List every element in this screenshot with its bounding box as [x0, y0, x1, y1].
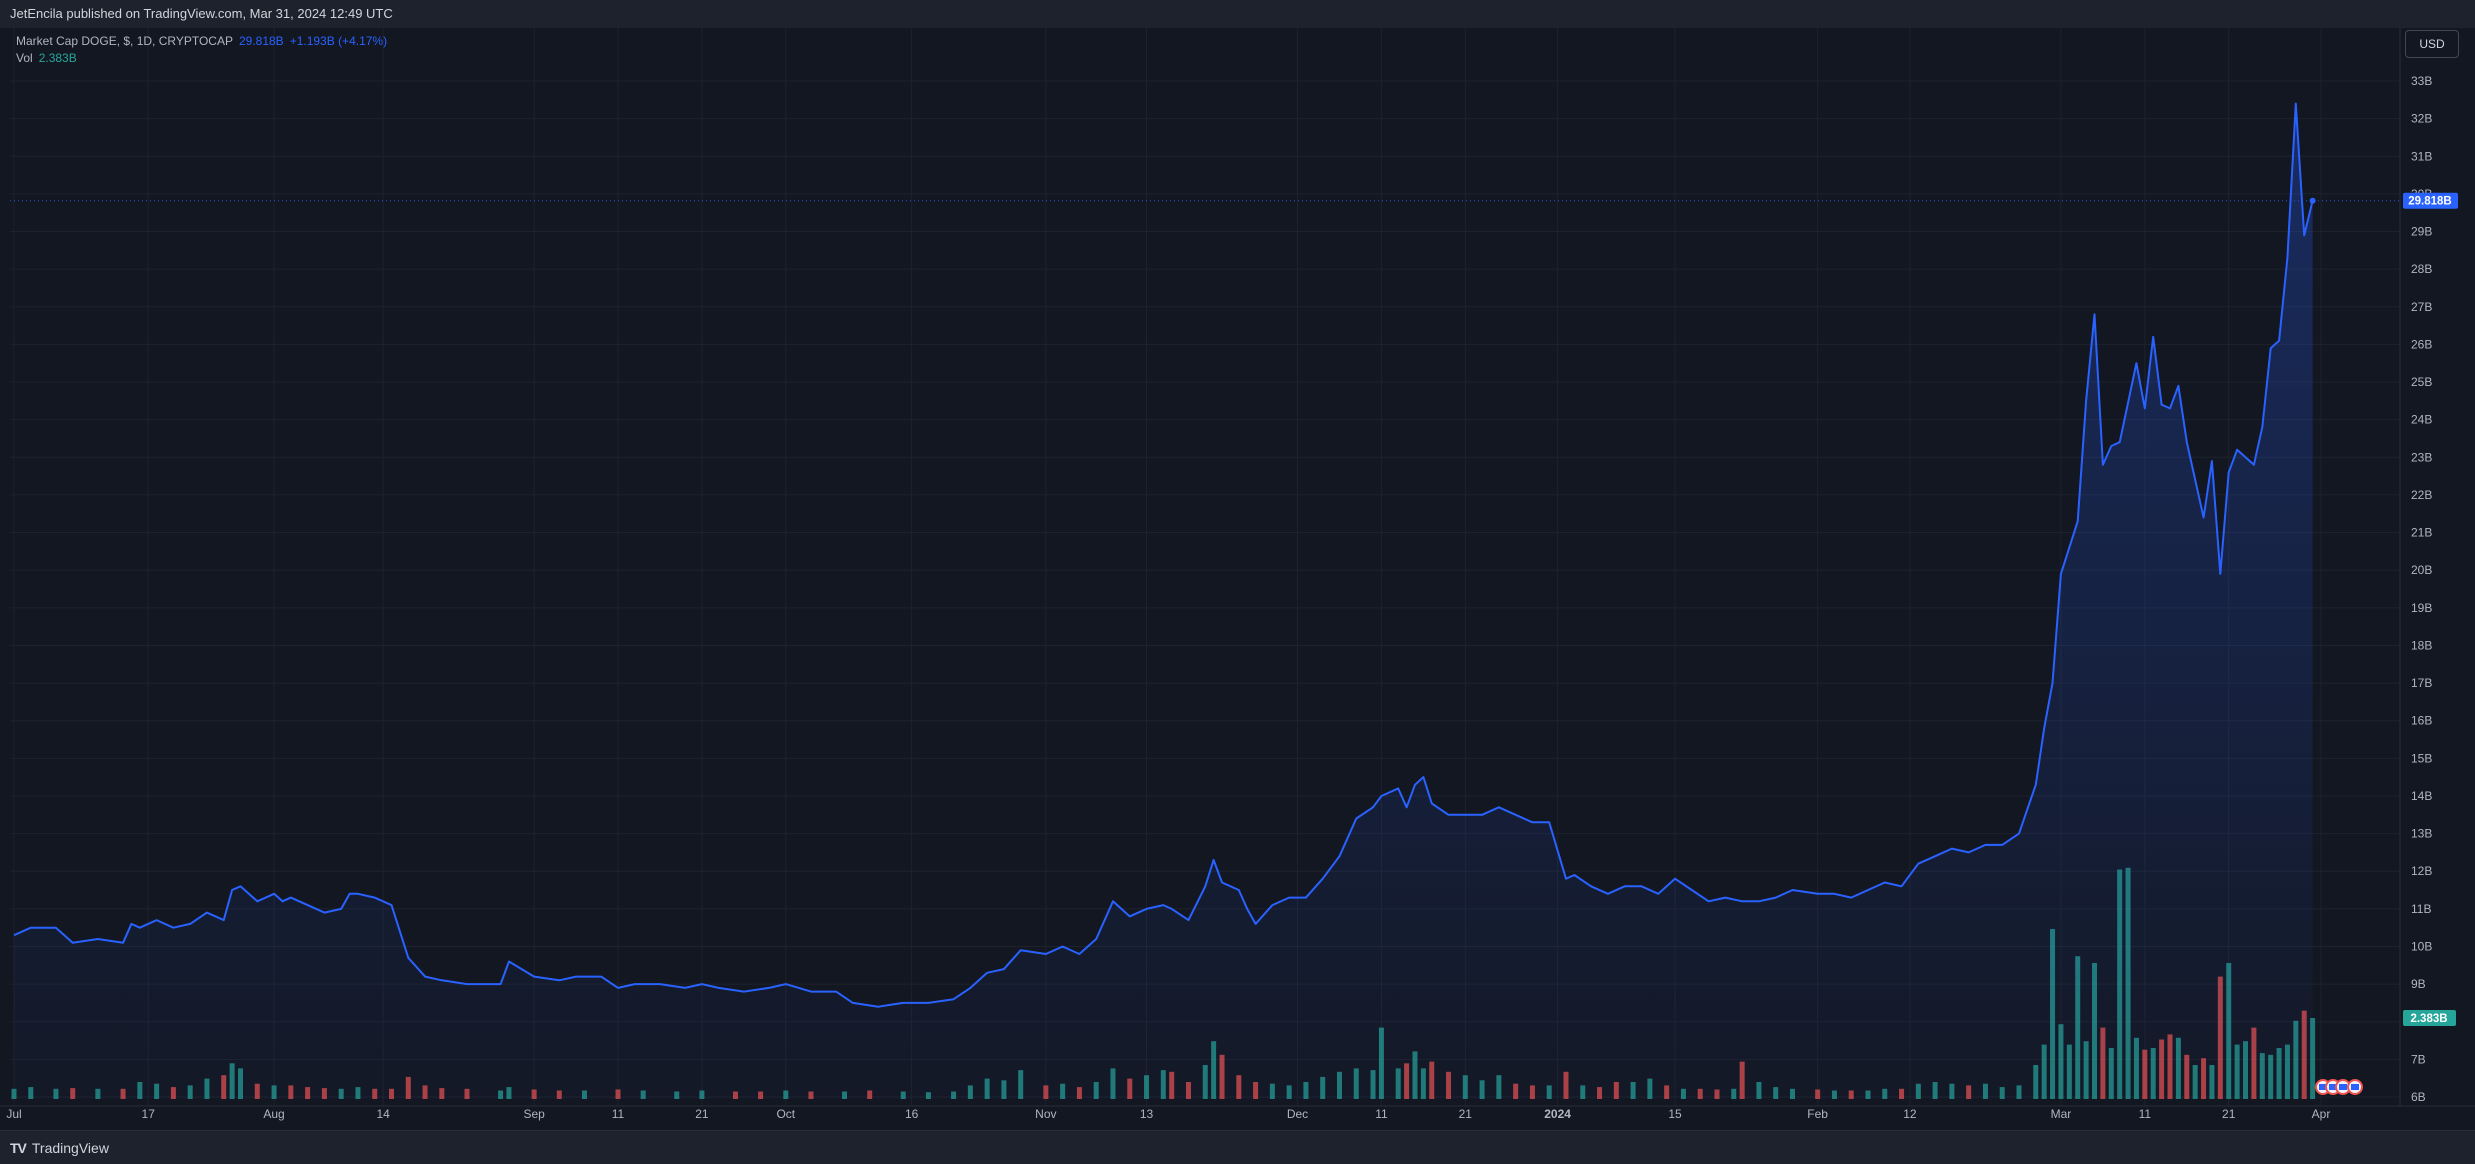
y-tick-label: 26B — [2411, 337, 2432, 351]
y-tick-label: 18B — [2411, 638, 2432, 652]
x-tick-label: 2024 — [1544, 1107, 1571, 1121]
event-markers[interactable] — [2315, 1079, 2363, 1095]
x-tick-label: Dec — [1287, 1107, 1308, 1121]
x-tick-label: Mar — [2051, 1107, 2072, 1121]
x-tick-label: Apr — [2312, 1107, 2331, 1121]
event-marker-flag — [2329, 1084, 2337, 1090]
y-tick-label: 21B — [2411, 526, 2432, 540]
symbol-label: Market Cap DOGE, $, 1D, CRYPTOCAP — [16, 34, 233, 48]
y-tick-label: 10B — [2411, 939, 2432, 953]
x-tick-label: 21 — [1459, 1107, 1473, 1121]
brand-name: TradingView — [31, 1140, 109, 1156]
vol-value: 2.383B — [38, 51, 77, 65]
tradingview-brand[interactable]: TV TradingView — [10, 1140, 109, 1156]
y-tick-label: 15B — [2411, 751, 2432, 765]
last-price-tag-label: 29.818B — [2408, 196, 2451, 208]
x-tick-label: Aug — [263, 1107, 284, 1121]
y-tick-label: 9B — [2411, 977, 2426, 991]
y-tick-label: 17B — [2411, 676, 2432, 690]
x-tick-label: 21 — [695, 1107, 709, 1121]
price-line-group — [10, 102, 2400, 1008]
y-tick-label: 22B — [2411, 488, 2432, 502]
last-volume-tag-bg — [2403, 1009, 2456, 1026]
y-tick-label: 23B — [2411, 450, 2432, 464]
y-tick-label: 27B — [2411, 300, 2432, 314]
axes: 6B7B8B9B10B11B12B13B14B15B16B17B18B19B20… — [0, 28, 2475, 1121]
x-tick-label: 21 — [2222, 1107, 2236, 1121]
y-tick-label: 32B — [2411, 112, 2432, 126]
x-tick-label: 12 — [1903, 1107, 1917, 1121]
vol-label: Vol — [16, 51, 33, 65]
event-marker-flag — [2319, 1084, 2327, 1090]
price-area — [14, 103, 2313, 1100]
volume-bar — [2310, 1017, 2316, 1099]
last-price-tag-bg — [2403, 192, 2458, 209]
last-value: 29.818B — [238, 34, 284, 48]
tradingview-logo-icon: TV — [10, 1140, 27, 1156]
price-chart[interactable]: 6B7B8B9B10B11B12B13B14B15B16B17B18B19B20… — [0, 0, 2475, 1130]
y-tick-label: 19B — [2411, 601, 2432, 615]
y-tick-label: 11B — [2411, 902, 2431, 916]
y-tick-label: 16B — [2411, 714, 2432, 728]
y-tick-label: 14B — [2411, 789, 2432, 803]
last-volume-tag: 2.383B — [2403, 1009, 2456, 1026]
y-tick-label: 29B — [2411, 225, 2432, 239]
chart-legend: Market Cap DOGE, $, 1D, CRYPTOCAP 29.818B… — [16, 33, 387, 67]
symbol-legend[interactable]: Market Cap DOGE, $, 1D, CRYPTOCAP 29.818B… — [16, 33, 387, 50]
last-price-tag: 29.818B — [2403, 192, 2458, 209]
y-tick-label: 20B — [2411, 563, 2432, 577]
event-marker-flag — [2351, 1084, 2359, 1090]
y-tick-label: 7B — [2411, 1052, 2426, 1066]
x-tick-label: 15 — [1668, 1107, 1682, 1121]
event-marker-icon — [2347, 1079, 2363, 1095]
x-tick-label: Nov — [1035, 1107, 1056, 1121]
x-tick-label: 11 — [1375, 1107, 1388, 1121]
currency-button[interactable]: USD — [2405, 30, 2459, 58]
x-tick-label: 14 — [376, 1107, 390, 1121]
y-tick-label: 25B — [2411, 375, 2432, 389]
y-tick-label: 13B — [2411, 827, 2432, 841]
y-tick-label: 28B — [2411, 262, 2432, 276]
y-tick-label: 33B — [2411, 74, 2432, 88]
footer-bar: TV TradingView — [0, 1130, 2475, 1164]
y-tick-label: 6B — [2411, 1090, 2426, 1104]
area-fill — [14, 103, 2313, 1100]
x-tick-label: Oct — [776, 1107, 795, 1121]
x-tick-label: 11 — [2139, 1107, 2152, 1121]
x-tick-label: Sep — [523, 1107, 545, 1121]
x-tick-label: 13 — [1140, 1107, 1154, 1121]
x-tick-label: 16 — [905, 1107, 919, 1121]
x-tick-label: Jul — [6, 1107, 21, 1121]
event-marker-flag — [2339, 1084, 2347, 1090]
x-tick-label: 17 — [142, 1107, 156, 1121]
y-tick-label: 24B — [2411, 413, 2432, 427]
x-tick-label: 11 — [612, 1107, 625, 1121]
x-tick-label: Feb — [1807, 1107, 1828, 1121]
y-tick-label: 12B — [2411, 864, 2432, 878]
y-tick-label: 31B — [2411, 149, 2432, 163]
price-line — [13, 102, 2314, 1008]
volume-legend[interactable]: Vol 2.383B — [16, 50, 387, 67]
change-value: +1.193B (+4.17%) — [289, 34, 388, 48]
last-point — [2309, 197, 2316, 204]
publish-info: JetEncila published on TradingView.com, … — [10, 6, 393, 21]
last-volume-tag-label: 2.383B — [2410, 1013, 2447, 1025]
